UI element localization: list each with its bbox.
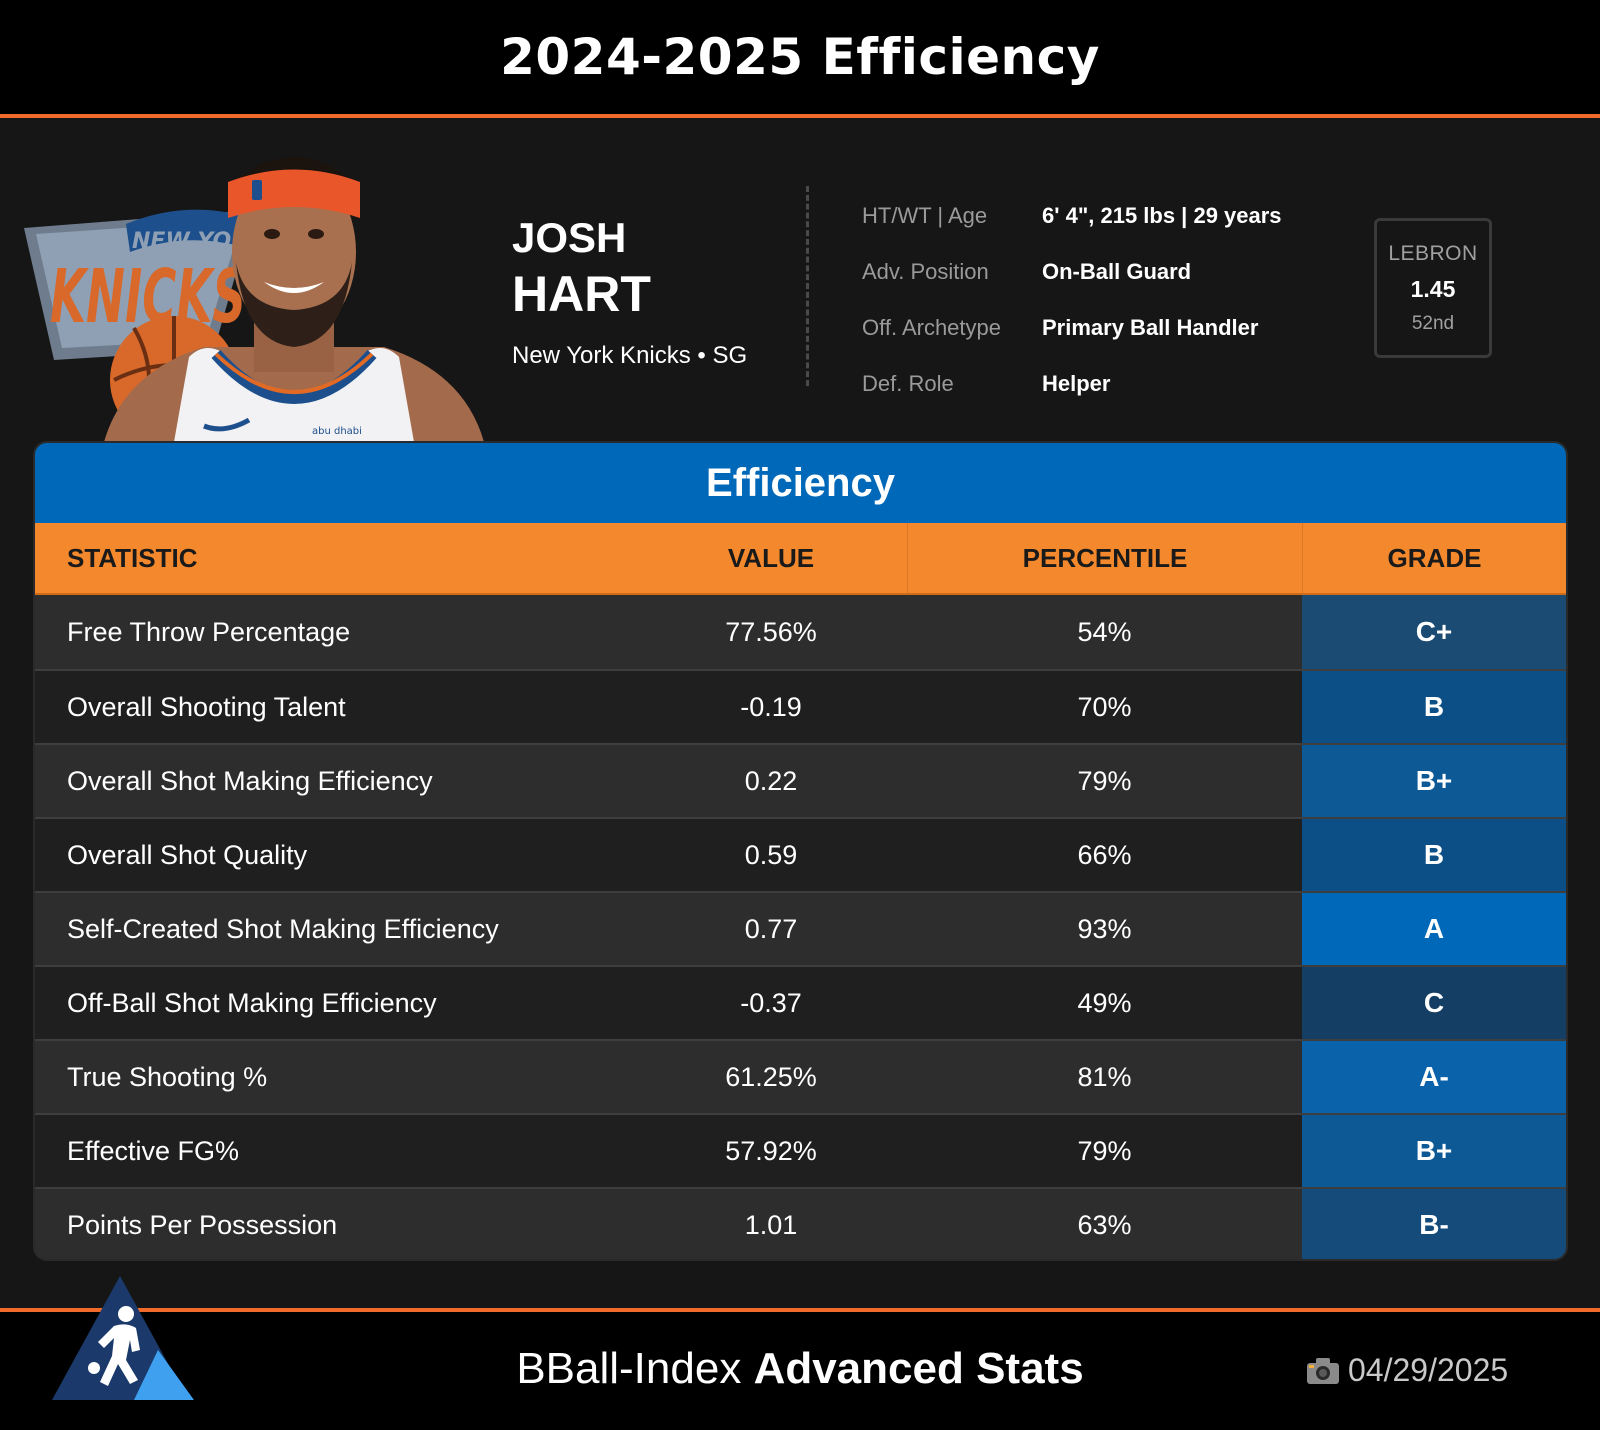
cell-percentile: 70% bbox=[1077, 691, 1132, 722]
section-divider bbox=[806, 186, 809, 386]
lebron-badge: LEBRON 1.45 52nd bbox=[1374, 218, 1492, 358]
cell-statistic: Points Per Possession bbox=[67, 1209, 338, 1240]
info-row: Def. Role Helper bbox=[862, 356, 1332, 412]
table-row: True Shooting % 61.25% 81% A- bbox=[35, 1039, 1566, 1113]
cell-grade: B+ bbox=[1302, 745, 1566, 817]
cell-percentile: 66% bbox=[1077, 839, 1132, 870]
info-value: Helper bbox=[1042, 371, 1111, 396]
player-info-grid: HT/WT | Age 6' 4", 215 lbs | 29 years Ad… bbox=[862, 188, 1332, 412]
cell-statistic: Self-Created Shot Making Efficiency bbox=[67, 913, 499, 944]
table-row: Effective FG% 57.92% 79% B+ bbox=[35, 1113, 1566, 1187]
table-body: Free Throw Percentage 77.56% 54% C+ Over… bbox=[35, 595, 1566, 1259]
camera-icon bbox=[1307, 1357, 1339, 1384]
cell-value: 57.92% bbox=[725, 1135, 817, 1166]
table-row: Overall Shooting Talent -0.19 70% B bbox=[35, 669, 1566, 743]
page-footer: BBall-Index Advanced Stats 04/29/2025 bbox=[0, 1276, 1600, 1430]
table-row: Free Throw Percentage 77.56% 54% C+ bbox=[35, 595, 1566, 669]
page-header: 2024-2025 Efficiency bbox=[0, 0, 1600, 118]
cell-statistic: Overall Shot Making Efficiency bbox=[67, 765, 433, 796]
cell-value: -0.37 bbox=[740, 987, 802, 1018]
info-label: Def. Role bbox=[862, 371, 954, 396]
cell-grade: C+ bbox=[1302, 595, 1566, 669]
cell-statistic: Off-Ball Shot Making Efficiency bbox=[67, 987, 437, 1018]
cell-statistic: True Shooting % bbox=[67, 1061, 268, 1092]
cell-statistic: Free Throw Percentage bbox=[67, 616, 351, 647]
cell-value: 0.59 bbox=[744, 839, 798, 870]
info-row: Off. Archetype Primary Ball Handler bbox=[862, 300, 1332, 356]
cell-statistic: Effective FG% bbox=[67, 1135, 240, 1166]
cell-grade: A bbox=[1302, 893, 1566, 965]
table-row: Overall Shot Making Efficiency 0.22 79% … bbox=[35, 743, 1566, 817]
lebron-label: LEBRON bbox=[1388, 241, 1478, 265]
cell-value: 0.22 bbox=[744, 765, 798, 796]
cell-grade: C bbox=[1302, 967, 1566, 1039]
page-title: 2024-2025 Efficiency bbox=[500, 28, 1100, 86]
bball-index-logo-icon bbox=[52, 1276, 194, 1400]
snapshot-date-text: 04/29/2025 bbox=[1348, 1352, 1509, 1388]
info-label: Adv. Position bbox=[862, 259, 989, 284]
cell-grade: B bbox=[1302, 819, 1566, 891]
header-value: VALUE bbox=[727, 542, 815, 573]
player-first-name: JOSH bbox=[512, 214, 627, 261]
player-section: NEW YORK KNICKS KNICKS abu dhabi JOSH HA… bbox=[0, 122, 1600, 444]
table-title: Efficiency bbox=[35, 443, 1566, 523]
cell-grade: B+ bbox=[1302, 1115, 1566, 1187]
info-row: HT/WT | Age 6' 4", 215 lbs | 29 years bbox=[862, 188, 1332, 244]
player-name: JOSH HART bbox=[512, 210, 651, 322]
team-position: New York Knicks • SG bbox=[512, 342, 748, 369]
cell-value: 0.77 bbox=[744, 913, 798, 944]
lebron-value: 1.45 bbox=[1410, 275, 1456, 302]
brand-name: BBall-Index bbox=[516, 1344, 742, 1393]
cell-percentile: 63% bbox=[1077, 1209, 1132, 1240]
table-row: Off-Ball Shot Making Efficiency -0.37 49… bbox=[35, 965, 1566, 1039]
header-percentile: PERCENTILE bbox=[907, 523, 1302, 593]
cell-percentile: 81% bbox=[1077, 1061, 1132, 1092]
cell-value: 61.25% bbox=[725, 1061, 817, 1092]
player-last-name: HART bbox=[512, 266, 651, 322]
footer-brand: BBall-Index Advanced Stats bbox=[0, 1344, 1600, 1394]
cell-percentile: 79% bbox=[1077, 765, 1132, 796]
info-label: HT/WT | Age bbox=[862, 203, 988, 228]
table-header-row: STATISTIC VALUE PERCENTILE GRADE bbox=[35, 523, 1566, 595]
svg-text:KNICKS: KNICKS bbox=[50, 254, 246, 340]
player-headshot: abu dhabi bbox=[104, 157, 484, 442]
cell-percentile: 93% bbox=[1077, 913, 1132, 944]
info-label: Off. Archetype bbox=[862, 315, 1002, 340]
lebron-rank: 52nd bbox=[1411, 312, 1455, 334]
cell-value: 1.01 bbox=[744, 1209, 798, 1240]
brand-tagline: Advanced Stats bbox=[753, 1344, 1084, 1393]
cell-statistic: Overall Shooting Talent bbox=[67, 691, 346, 722]
table-row: Overall Shot Quality 0.59 66% B bbox=[35, 817, 1566, 891]
svg-text:abu dhabi: abu dhabi bbox=[312, 426, 362, 437]
cell-statistic: Overall Shot Quality bbox=[67, 839, 308, 870]
cell-value: 77.56% bbox=[725, 616, 817, 647]
cell-grade: A- bbox=[1302, 1041, 1566, 1113]
info-value: On-Ball Guard bbox=[1042, 259, 1192, 284]
cell-percentile: 79% bbox=[1077, 1135, 1132, 1166]
cell-percentile: 54% bbox=[1077, 616, 1132, 647]
table-row: Self-Created Shot Making Efficiency 0.77… bbox=[35, 891, 1566, 965]
header-statistic: STATISTIC bbox=[67, 542, 198, 573]
info-value: Primary Ball Handler bbox=[1042, 315, 1259, 340]
info-value: 6' 4", 215 lbs | 29 years bbox=[1042, 203, 1282, 228]
cell-percentile: 49% bbox=[1077, 987, 1132, 1018]
info-row: Adv. Position On-Ball Guard bbox=[862, 244, 1332, 300]
cell-value: -0.19 bbox=[740, 691, 802, 722]
header-grade: GRADE bbox=[1302, 523, 1566, 593]
snapshot-date: 04/29/2025 bbox=[1306, 1352, 1508, 1389]
cell-grade: B bbox=[1302, 671, 1566, 743]
table-row: Points Per Possession 1.01 63% B- bbox=[35, 1187, 1566, 1259]
efficiency-table-card: Efficiency STATISTIC VALUE PERCENTILE GR… bbox=[33, 441, 1568, 1261]
cell-grade: B- bbox=[1302, 1189, 1566, 1259]
